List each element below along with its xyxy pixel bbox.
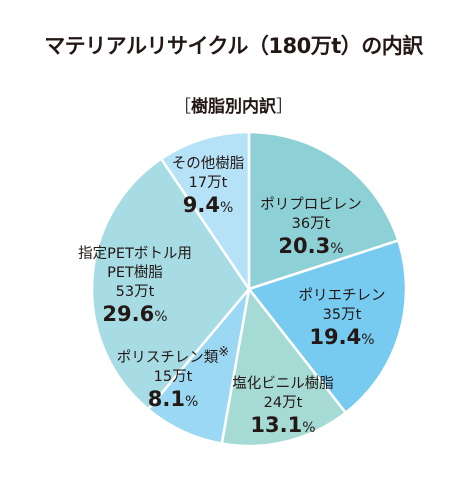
pie-slice-pet bbox=[90, 157, 251, 411]
chart-subtitle: ［樹脂別内訳］ bbox=[174, 97, 293, 117]
pie-label-amount: 36万t bbox=[292, 216, 331, 232]
pie-slice-polyethylene bbox=[247, 239, 408, 414]
pie-labels: ポリプロピレン36万t20.3%ポリエチレン35万t19.4%塩化ビニル樹脂24… bbox=[78, 155, 385, 437]
pie-label-name: その他樹脂 bbox=[172, 155, 245, 172]
pie-label-name: 塩化ビニル樹脂 bbox=[232, 375, 334, 392]
pie-label-percent: 19.4% bbox=[309, 325, 374, 349]
pie-label-amount: 17万t bbox=[189, 175, 228, 191]
pie-label-name: ポリスチレン類※ bbox=[117, 345, 229, 366]
pie-label-polyethylene: ポリエチレン 35万t 19.4% bbox=[299, 287, 386, 349]
pie-label-name: ポリエチレン bbox=[299, 287, 386, 304]
chart-title: マテリアルリサイクル（180万t）の内訳 bbox=[44, 34, 423, 58]
chart-subtitle-text: 樹脂別内訳 bbox=[191, 97, 276, 117]
pie-label-name: PET樹脂 bbox=[107, 264, 163, 281]
pie-slice-polypropylene bbox=[247, 130, 400, 291]
pie-label-amount: 24万t bbox=[264, 395, 303, 411]
pie-label-amount: 15万t bbox=[154, 369, 193, 385]
pie-slice-pvc bbox=[220, 287, 347, 448]
pie-label-amount: 53万t bbox=[116, 284, 155, 300]
pie-label-name: ポリプロピレン bbox=[260, 196, 362, 213]
pie-label-amount: 35万t bbox=[323, 307, 362, 323]
pie-slices bbox=[90, 130, 408, 448]
pie-slice-other bbox=[159, 130, 251, 291]
pie-label-name: 指定PETボトル用 bbox=[78, 245, 192, 262]
